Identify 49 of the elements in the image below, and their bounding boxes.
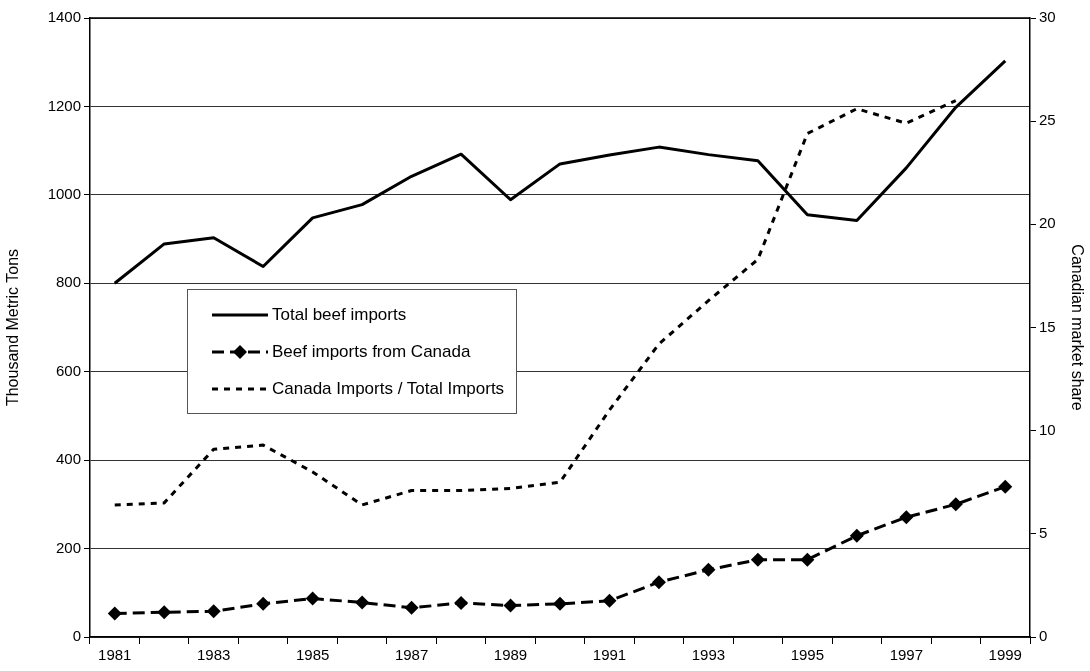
- point: [800, 552, 815, 567]
- point: [998, 479, 1013, 494]
- point: [899, 510, 914, 525]
- y-tick-label: 1000: [47, 185, 81, 202]
- y2-tick-label: 0: [1039, 627, 1048, 645]
- y-tick-label: 1400: [47, 8, 81, 26]
- y2-tick-label: 30: [1039, 8, 1056, 26]
- point: [157, 605, 172, 620]
- x-tick-label: 1985: [295, 646, 330, 664]
- y2-tick-label: 15: [1039, 317, 1056, 335]
- point: [849, 528, 864, 543]
- legend-label: Total beef imports: [272, 304, 407, 325]
- y2-axis-title: Canadian market share: [1068, 244, 1086, 411]
- legend-label: Canada Imports / Total Imports: [272, 378, 505, 399]
- point: [355, 595, 370, 610]
- point: [701, 562, 716, 577]
- x-tick-label: 1999: [988, 646, 1022, 664]
- point: [305, 591, 320, 606]
- point: [948, 497, 963, 512]
- y-tick-label: 1200: [47, 96, 81, 114]
- x-tick-label: 1993: [691, 646, 726, 664]
- x-tick-label: 1987: [394, 646, 429, 664]
- legend-label: Beef imports from Canada: [272, 341, 471, 362]
- point: [651, 575, 666, 590]
- point: [602, 593, 617, 608]
- point: [553, 596, 567, 611]
- point: [750, 552, 765, 567]
- x-tick-label: 1997: [889, 646, 923, 664]
- point: [503, 598, 518, 613]
- y-tick-label: 400: [55, 450, 81, 468]
- x-tick-label: 1991: [592, 646, 627, 664]
- point: [256, 596, 271, 611]
- y2-tick-label: 5: [1039, 523, 1048, 541]
- y2-tick-label: 20: [1039, 214, 1056, 232]
- point: [206, 604, 221, 619]
- y-tick-label: 0: [72, 627, 81, 645]
- x-tick-label: 1983: [197, 646, 231, 664]
- x-tick-label: 1995: [790, 646, 825, 664]
- y2-tick-label: 25: [1039, 111, 1056, 129]
- point: [454, 595, 469, 610]
- y-axis-title: Thousand Metric Tons: [4, 248, 22, 407]
- y2-tick-label: 10: [1039, 420, 1056, 438]
- y-tick-label: 200: [55, 538, 81, 556]
- point: [107, 606, 122, 621]
- point: [404, 600, 419, 615]
- x-tick-label: 1981: [98, 646, 132, 664]
- y-tick-label: 800: [55, 273, 81, 291]
- x-tick-label: 1989: [493, 646, 528, 664]
- y-tick-label: 600: [55, 361, 81, 379]
